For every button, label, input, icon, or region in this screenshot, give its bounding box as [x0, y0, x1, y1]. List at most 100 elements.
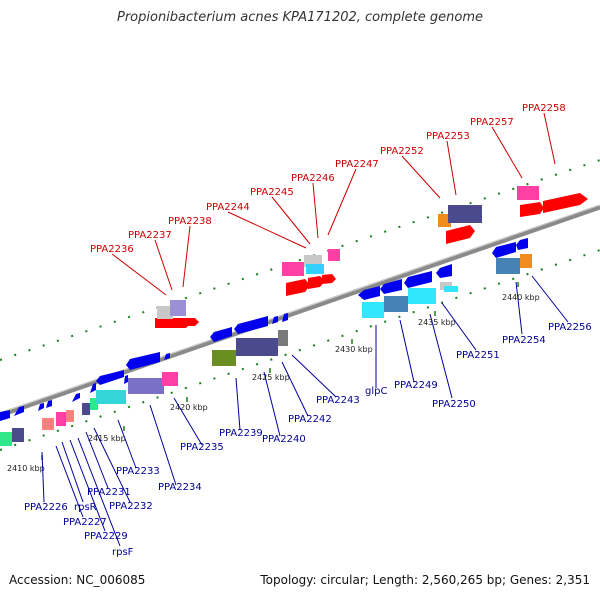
gene-label: PPA2235 [180, 442, 224, 453]
genome-summary: Topology: circular; Length: 2,560,265 bp… [260, 573, 590, 587]
gene-arrow [164, 353, 170, 360]
scale-label: 2410 kbp [7, 464, 45, 473]
gene-label: PPA2237 [128, 230, 172, 241]
gene-arrow [308, 276, 325, 289]
gene-arrow [272, 316, 278, 324]
scale-label: 2425 kbp [252, 373, 290, 382]
gene-box [444, 286, 458, 292]
gene-box [408, 288, 436, 304]
accession-label: Accession: NC_006085 [9, 573, 146, 587]
scale-label: 2440 kbp [502, 293, 540, 302]
gene-box [328, 249, 340, 261]
gene-box [66, 410, 74, 422]
gene-box [96, 390, 126, 404]
gene-box [448, 205, 482, 223]
gene-arrow [322, 274, 336, 284]
scale-label: 2420 kbp [170, 403, 208, 412]
gene-arrow [72, 393, 80, 402]
gene-label: PPA2247 [335, 159, 379, 170]
gene-label: PPA2258 [522, 103, 566, 114]
gene-label: PPA2226 [24, 502, 68, 513]
gene-arrow [234, 316, 268, 334]
gene-label: PPA2234 [158, 482, 202, 493]
gene-label: PPA2242 [288, 414, 332, 425]
gene-label: PPA2250 [432, 399, 476, 410]
gene-box [212, 350, 236, 366]
page-title: Propionibacterium acnes KPA171202, compl… [117, 10, 483, 25]
gene-label: rpsR [74, 502, 97, 513]
gene-arrow [492, 242, 516, 258]
genome-backbone [0, 204, 600, 418]
gene-label: PPA2239 [219, 428, 263, 439]
gene-box [0, 432, 12, 446]
gene-label: PPA2243 [316, 395, 360, 406]
gene-arrow [14, 406, 24, 416]
gene-arrow [436, 264, 452, 278]
gene-label: PPA2229 [84, 531, 128, 542]
gene-box [362, 302, 384, 318]
gene-box [128, 378, 164, 394]
gene-label: rpsF [112, 547, 134, 558]
gene-arrow [358, 286, 380, 300]
gene-label: PPA2249 [394, 380, 438, 391]
gene-box [56, 412, 66, 426]
gene-box [306, 264, 324, 274]
top-leader-lines [111, 112, 556, 296]
gene-label: PPA2257 [470, 117, 514, 128]
gene-arrow [520, 202, 544, 217]
scale-label: 2435 kbp [418, 318, 456, 327]
gene-label: PPA2254 [502, 335, 546, 346]
gene-arrow [286, 279, 310, 296]
gene-label: PPA2231 [87, 487, 131, 498]
gene-label: PPA2251 [456, 350, 500, 361]
gene-label: PPA2244 [206, 202, 250, 213]
scale-label: 2415 kbp [88, 434, 126, 443]
gene-label: PPA2252 [380, 146, 424, 157]
gene-arrow [96, 370, 124, 385]
lower-gene-features [0, 238, 532, 446]
outer-guide-track [0, 159, 600, 361]
gene-arrow [155, 318, 191, 328]
gene-box [12, 428, 24, 442]
gene-label: PPA2236 [90, 244, 134, 255]
gene-box [278, 330, 288, 346]
gene-label: glpC [365, 386, 387, 397]
gene-label: PPA2227 [63, 517, 107, 528]
gene-arrow [0, 410, 10, 421]
gene-box [384, 296, 408, 312]
gene-arrow [282, 313, 288, 322]
gene-arrow [516, 238, 528, 250]
bottom-gene-labels: PPA2226 PPA2227 rpsR PPA2229 rpsF PPA223… [24, 322, 592, 558]
gene-box [236, 338, 278, 356]
gene-box [520, 254, 532, 268]
gene-label: PPA2240 [262, 434, 306, 445]
inner-guide-track [0, 249, 600, 451]
gene-arrow [38, 403, 44, 411]
gene-box [517, 186, 539, 200]
gene-box [157, 306, 173, 319]
gene-box [90, 398, 98, 410]
gene-box [42, 418, 54, 430]
gene-label: PPA2246 [291, 173, 335, 184]
gene-label: PPA2245 [250, 187, 294, 198]
gene-box [162, 372, 178, 386]
gene-arrow [543, 193, 588, 213]
gene-arrow [90, 383, 96, 393]
gene-arrow [186, 318, 199, 326]
gene-box [170, 300, 186, 316]
gene-arrow [380, 279, 402, 294]
upper-gene-features [155, 186, 588, 328]
bottom-leader-lines [41, 275, 569, 547]
gene-label: PPA2253 [426, 131, 470, 142]
gene-arrow [124, 375, 128, 384]
gene-box [82, 403, 90, 415]
gene-arrow [126, 352, 160, 370]
gene-label: PPA2232 [109, 501, 153, 512]
gene-box [438, 214, 451, 227]
gene-label: PPA2233 [116, 466, 160, 477]
gene-box [496, 258, 520, 274]
gene-arrow [404, 271, 432, 288]
gene-box [282, 262, 304, 276]
scale-label: 2430 kbp [335, 345, 373, 354]
